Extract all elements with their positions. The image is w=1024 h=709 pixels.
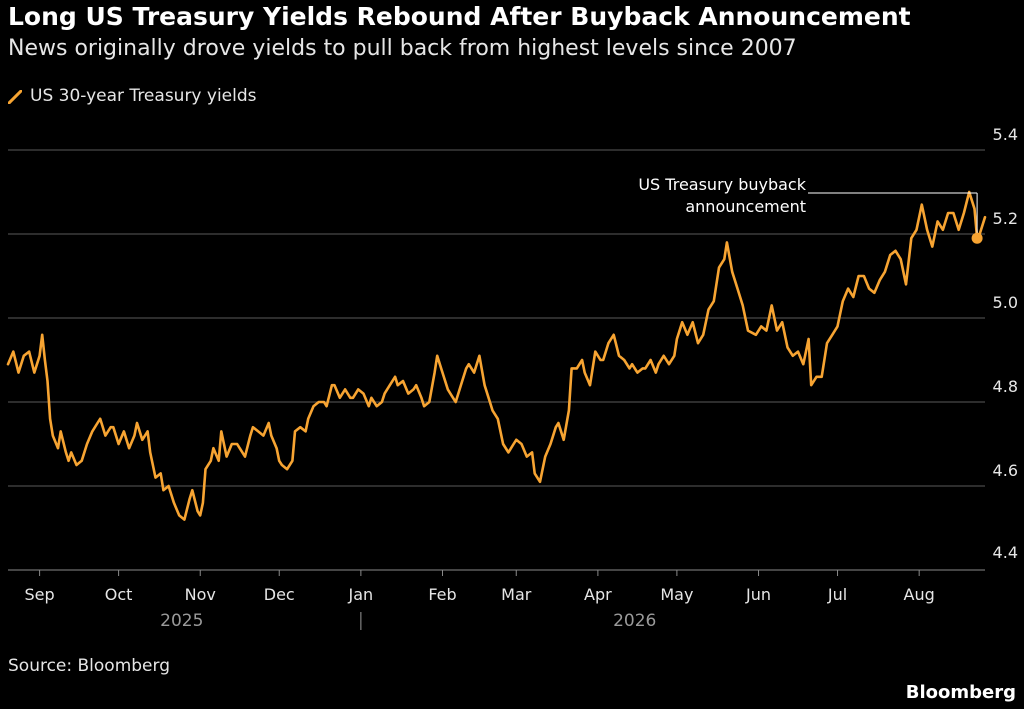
year-label: 2026 [613, 611, 656, 631]
legend-label: US 30-year Treasury yields [30, 86, 257, 106]
x-tick-label: Jun [745, 585, 771, 604]
annotation-marker [971, 232, 983, 244]
x-tick-label: Dec [264, 585, 295, 604]
legend-swatch [7, 89, 23, 105]
chart-title: Long US Treasury Yields Rebound After Bu… [8, 2, 911, 31]
x-tick-label: Jan [348, 585, 374, 604]
annotation-text: announcement [685, 197, 806, 216]
annotation-text: US Treasury buyback [638, 175, 806, 194]
x-tick-label: Apr [584, 585, 612, 604]
x-tick-label: Oct [105, 585, 133, 604]
x-tick-label: May [660, 585, 693, 604]
x-tick-label: Nov [185, 585, 216, 604]
legend: US 30-year Treasury yields [7, 86, 257, 106]
y-tick-label: 4.4 [993, 543, 1018, 562]
y-tick-label: 4.8 [993, 377, 1018, 396]
source-note: Source: Bloomberg [8, 656, 170, 676]
x-tick-label: Mar [501, 585, 532, 604]
bloomberg-logo: Bloomberg [905, 682, 1016, 703]
chart-subtitle: News originally drove yields to pull bac… [8, 36, 797, 61]
y-tick-label: 5.4 [993, 125, 1018, 144]
x-tick-label: Feb [428, 585, 456, 604]
year-label: 2025 [160, 611, 203, 631]
series-line [6, 190, 987, 521]
y-tick-label: 4.6 [993, 461, 1018, 480]
x-tick-label: Jul [827, 585, 847, 604]
y-tick-label: 5.0 [993, 293, 1018, 312]
y-tick-label: 5.2 [993, 209, 1018, 228]
x-tick-label: Sep [25, 585, 55, 604]
x-tick-label: Aug [904, 585, 935, 604]
